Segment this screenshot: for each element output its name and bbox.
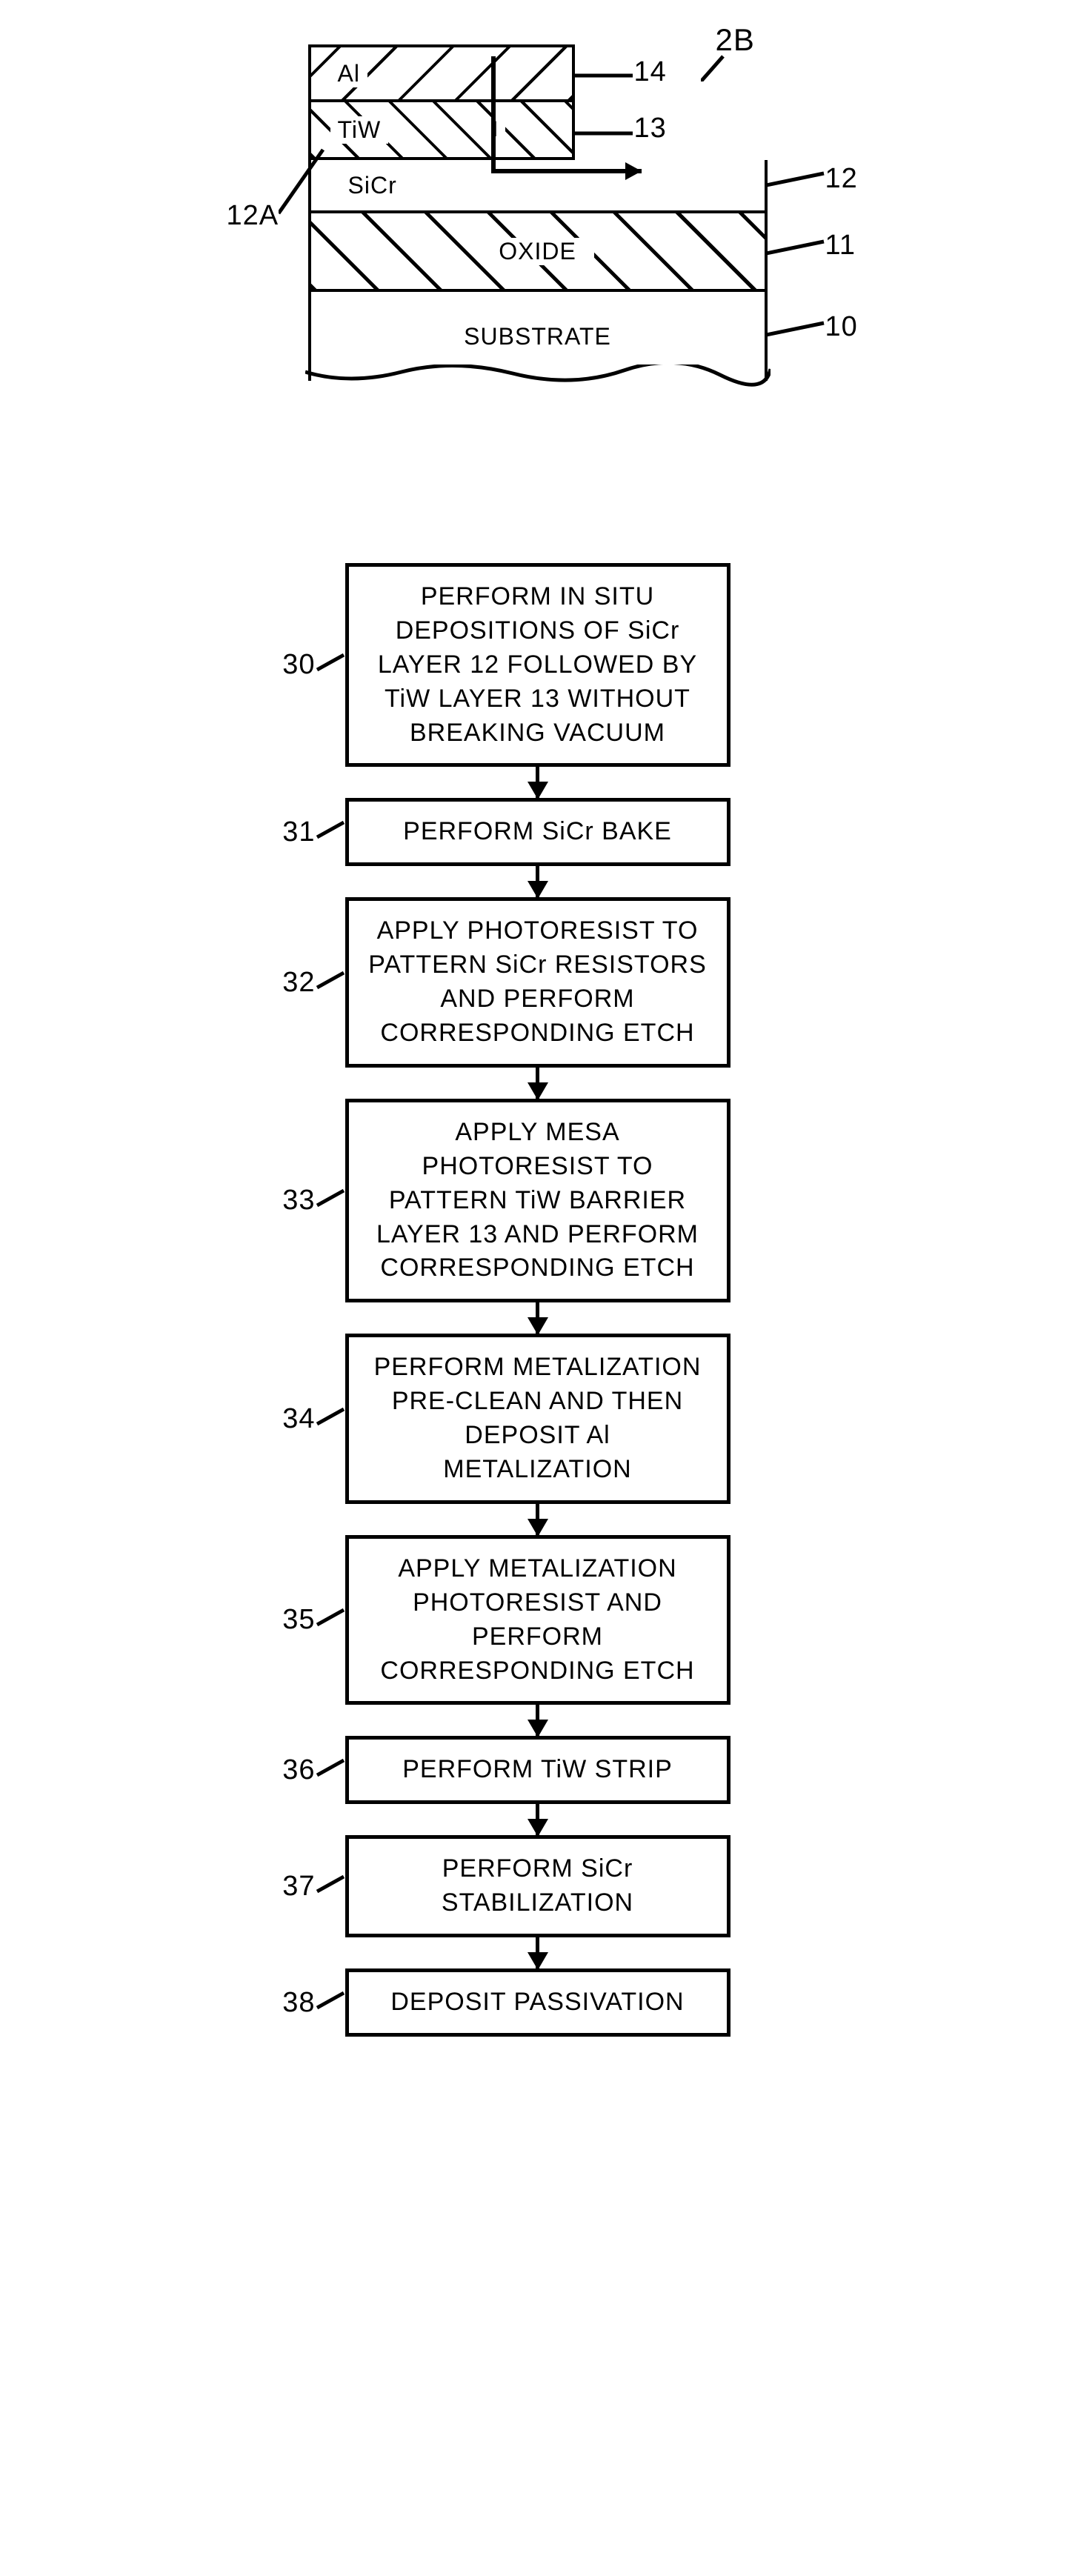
- flow-row: 36 PERFORM TiW STRIP: [30, 1736, 1045, 1804]
- torn-edge: [305, 365, 771, 387]
- flow-arrow-down: [536, 767, 539, 798]
- step-box: PERFORM IN SITU DEPOSITIONS OF SiCr LAYE…: [345, 563, 730, 767]
- step-tick: [316, 1607, 345, 1629]
- ref-10: 10: [825, 311, 858, 343]
- step-number: 35: [204, 1604, 316, 1636]
- layer-oxide: OXIDE: [308, 213, 768, 292]
- flow-row: 34 PERFORM METALIZATION PRE-CLEAN AND TH…: [30, 1334, 1045, 1504]
- step-tick: [316, 1874, 345, 1896]
- step-number: 37: [204, 1871, 316, 1903]
- flow-row: 30 PERFORM IN SITU DEPOSITIONS OF SiCr L…: [30, 563, 1045, 767]
- step-tick: [316, 1406, 345, 1428]
- step-box: APPLY PHOTORESIST TO PATTERN SiCr RESIST…: [345, 897, 730, 1068]
- layer-oxide-label: OXIDE: [481, 238, 594, 265]
- ref-11-line: [766, 237, 830, 259]
- ref-12: 12: [825, 163, 858, 195]
- layer-substrate-label: SUBSTRATE: [456, 323, 619, 350]
- layer-tiw-label: TiW: [330, 116, 389, 144]
- step-number: 36: [204, 1754, 316, 1786]
- step-tick: [316, 1990, 345, 2012]
- ref-11: 11: [825, 230, 856, 262]
- step-number: 32: [204, 967, 316, 999]
- step-box: DEPOSIT PASSIVATION: [345, 1968, 730, 2037]
- layer-sicr-label: SiCr: [341, 172, 405, 199]
- ref-12a-line: [279, 147, 338, 221]
- flow-arrow-down: [536, 1068, 539, 1099]
- step-number: 31: [204, 816, 316, 848]
- flow-row: 33 APPLY MESA PHOTORESIST TO PATTERN TiW…: [30, 1099, 1045, 1302]
- flow-arrow-down: [536, 1804, 539, 1835]
- step-box: PERFORM SiCr STABILIZATION: [345, 1835, 730, 1937]
- step-tick: [316, 819, 345, 842]
- step-tick: [316, 1757, 345, 1780]
- flow-row: 37 PERFORM SiCr STABILIZATION: [30, 1835, 1045, 1937]
- flow-row: 32 APPLY PHOTORESIST TO PATTERN SiCr RES…: [30, 897, 1045, 1068]
- ref-12-line: [766, 169, 830, 191]
- cross-section-figure: 2B Al TiW I SiCr: [204, 30, 871, 474]
- step-tick: [316, 970, 345, 992]
- process-flowchart: 30 PERFORM IN SITU DEPOSITIONS OF SiCr L…: [30, 563, 1045, 2037]
- flow-arrow-down: [536, 1504, 539, 1535]
- flow-row: 38 DEPOSIT PASSIVATION: [30, 1968, 1045, 2037]
- step-box: APPLY METALIZATION PHOTORESIST AND PERFO…: [345, 1535, 730, 1705]
- flow-row: 31 PERFORM SiCr BAKE: [30, 798, 1045, 866]
- step-tick: [316, 1188, 345, 1210]
- step-box: APPLY MESA PHOTORESIST TO PATTERN TiW BA…: [345, 1099, 730, 1302]
- flow-arrow-down: [536, 1302, 539, 1334]
- layer-al-label: Al: [330, 60, 367, 87]
- step-number: 33: [204, 1185, 316, 1217]
- step-number: 34: [204, 1403, 316, 1435]
- current-flow-arrow: [486, 56, 664, 197]
- step-number: 30: [204, 649, 316, 681]
- step-number: 38: [204, 1987, 316, 2019]
- step-tick: [316, 652, 345, 674]
- ref-12a: 12A: [227, 200, 279, 232]
- step-box: PERFORM TiW STRIP: [345, 1736, 730, 1804]
- ref-10-line: [766, 319, 830, 341]
- step-box: PERFORM SiCr BAKE: [345, 798, 730, 866]
- flow-arrow-down: [536, 1937, 539, 1968]
- flow-arrow-down: [536, 866, 539, 897]
- step-box: PERFORM METALIZATION PRE-CLEAN AND THEN …: [345, 1334, 730, 1504]
- flow-row: 35 APPLY METALIZATION PHOTORESIST AND PE…: [30, 1535, 1045, 1705]
- flow-arrow-down: [536, 1705, 539, 1736]
